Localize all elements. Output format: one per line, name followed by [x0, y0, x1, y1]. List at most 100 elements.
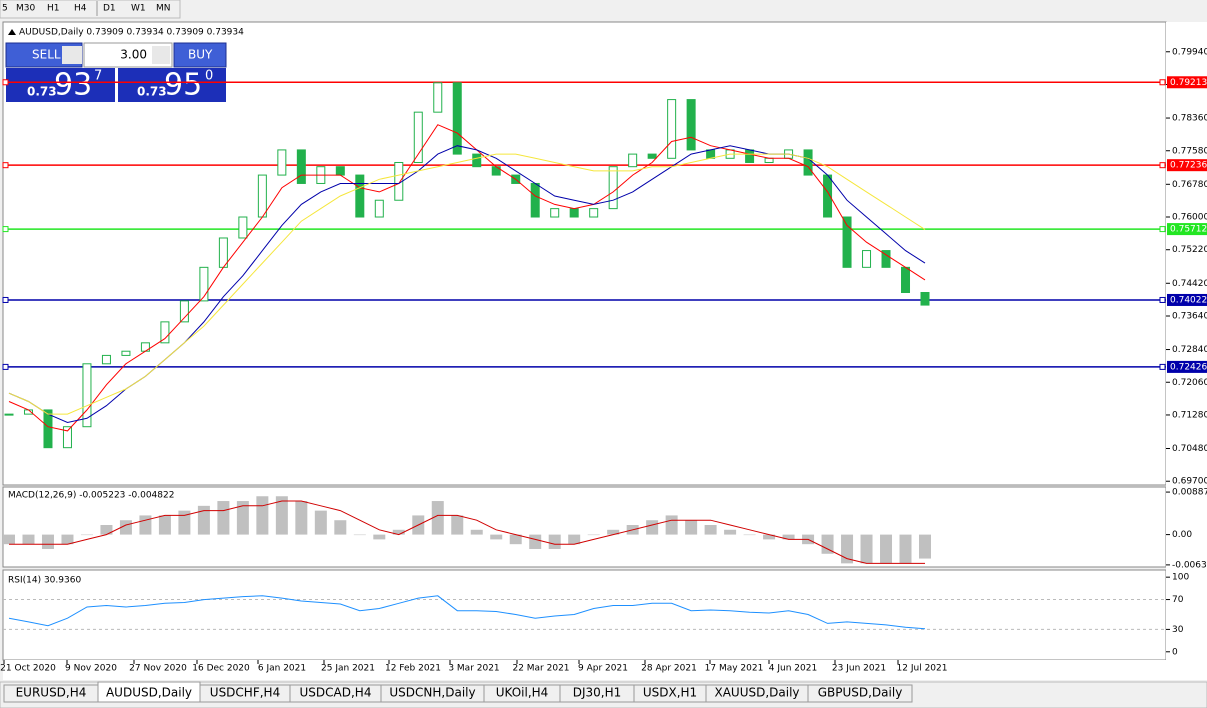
buy-button[interactable]: [173, 42, 227, 68]
timeframe-button[interactable]: H1: [47, 4, 60, 14]
tab[interactable]: [807, 684, 913, 703]
candle: [121, 350, 131, 356]
toolbar: [0, 0, 181, 19]
level-handle[interactable]: [1159, 79, 1166, 86]
x-tick-label: 23 Jun 2021: [832, 664, 886, 674]
level-handle[interactable]: [1159, 162, 1166, 169]
histogram-bar: [685, 520, 698, 535]
timeframe-button[interactable]: D1: [103, 4, 116, 14]
buy-price-prefix: 0.73: [137, 85, 167, 99]
candle: [803, 149, 813, 176]
candle: [199, 266, 209, 302]
y-tick-label: -0.00632: [1172, 560, 1207, 570]
candle: [179, 300, 189, 323]
histogram-bar: [607, 529, 620, 535]
histogram-bar: [821, 534, 834, 554]
y-tick-label: 0.76000: [1172, 213, 1207, 223]
level-label-box: [1167, 223, 1207, 236]
lot-down[interactable]: [62, 46, 82, 64]
histogram-bar: [334, 520, 347, 535]
candle: [238, 216, 248, 239]
level-handle[interactable]: [2, 162, 9, 169]
histogram-bar: [256, 496, 269, 535]
candle: [452, 82, 462, 155]
histogram-bar: [80, 534, 93, 536]
indicator-line: [8, 124, 926, 432]
y-tick-label: 0.76780: [1172, 180, 1207, 190]
x-tick-label: 17 May 2021: [705, 664, 764, 674]
tab-label: EURUSD,H4: [16, 686, 87, 700]
level-handle[interactable]: [1159, 226, 1166, 233]
rsi-panel: [2, 569, 1167, 661]
candle: [62, 426, 72, 449]
sell-label: SELL: [32, 48, 61, 62]
tab-label: GBPUSD,Daily: [818, 686, 903, 700]
timeframe-button[interactable]: M30: [16, 4, 35, 14]
histogram-bar: [899, 534, 912, 564]
x-tick-label: 4 Jun 2021: [769, 664, 817, 674]
timeframe-button[interactable]: W1: [131, 4, 146, 14]
y-tick-label: 0.74420: [1172, 279, 1207, 289]
histogram-bar: [860, 534, 873, 564]
candle: [647, 153, 657, 159]
level-handle[interactable]: [2, 296, 9, 303]
candle: [101, 354, 111, 365]
y-tick-label: 70: [1172, 595, 1184, 605]
buy-price-box[interactable]: [118, 68, 226, 102]
histogram-bar: [704, 525, 717, 535]
y-tick-label: 0: [1172, 647, 1178, 657]
histogram-bar: [139, 515, 152, 535]
histogram-bar: [236, 501, 249, 535]
candle: [901, 266, 911, 294]
histogram-bar: [275, 496, 288, 535]
y-tick-label: 0.75220: [1172, 245, 1207, 255]
macd-title: MACD(12,26,9) -0.005223 -0.004822: [8, 491, 174, 501]
collapse-icon[interactable]: [8, 29, 16, 35]
histogram-bar: [548, 534, 561, 549]
histogram-bar: [61, 534, 74, 545]
timeframe-button[interactable]: MN: [156, 4, 171, 14]
histogram-bar: [490, 534, 503, 540]
level-label: 0.77236: [1170, 161, 1207, 171]
candle: [628, 153, 638, 168]
x-tick-label: 21 Oct 2020: [0, 664, 56, 674]
level-label-box: [1167, 159, 1207, 172]
lot-up[interactable]: [152, 46, 170, 64]
tab-label: USDCNH,Daily: [389, 686, 475, 700]
x-tick-label: 25 Jan 2021: [321, 664, 375, 674]
level-handle[interactable]: [2, 363, 9, 370]
histogram-bar: [295, 501, 308, 535]
histogram-bar: [782, 534, 795, 540]
y-tick-label: 0.72840: [1172, 345, 1207, 355]
rsi-title: RSI(14) 30.9360: [8, 576, 81, 586]
histogram-bar: [100, 525, 113, 535]
candle: [355, 174, 365, 218]
level-handle[interactable]: [1159, 296, 1166, 303]
x-tick-label: 9 Apr 2021: [578, 664, 628, 674]
histogram-bar: [919, 534, 931, 559]
candle: [296, 149, 306, 184]
candle: [257, 174, 267, 218]
tab-label: USDCHF,H4: [210, 686, 280, 700]
candle: [881, 250, 891, 268]
buy-price-big: 95: [164, 68, 202, 103]
sell-price-box[interactable]: [6, 68, 115, 102]
candle: [472, 153, 482, 168]
histogram-bar: [587, 534, 600, 536]
histogram-bar: [373, 534, 386, 540]
level-handle[interactable]: [2, 226, 9, 233]
candle: [374, 199, 384, 218]
timeframe-button[interactable]: 5: [2, 4, 8, 14]
y-tick-label: 100: [1172, 573, 1189, 583]
timeframe-button[interactable]: H4: [74, 4, 87, 14]
histogram-bar: [724, 529, 737, 535]
level-handle[interactable]: [2, 79, 9, 86]
level-label-box: [1167, 293, 1207, 306]
histogram-bar: [158, 515, 171, 535]
sell-price-sup: 7: [94, 69, 102, 84]
candle: [530, 182, 540, 218]
histogram-bar: [470, 529, 483, 535]
y-tick-label: 0.70480: [1172, 444, 1207, 454]
histogram-bar: [743, 534, 756, 536]
level-handle[interactable]: [1159, 363, 1166, 370]
